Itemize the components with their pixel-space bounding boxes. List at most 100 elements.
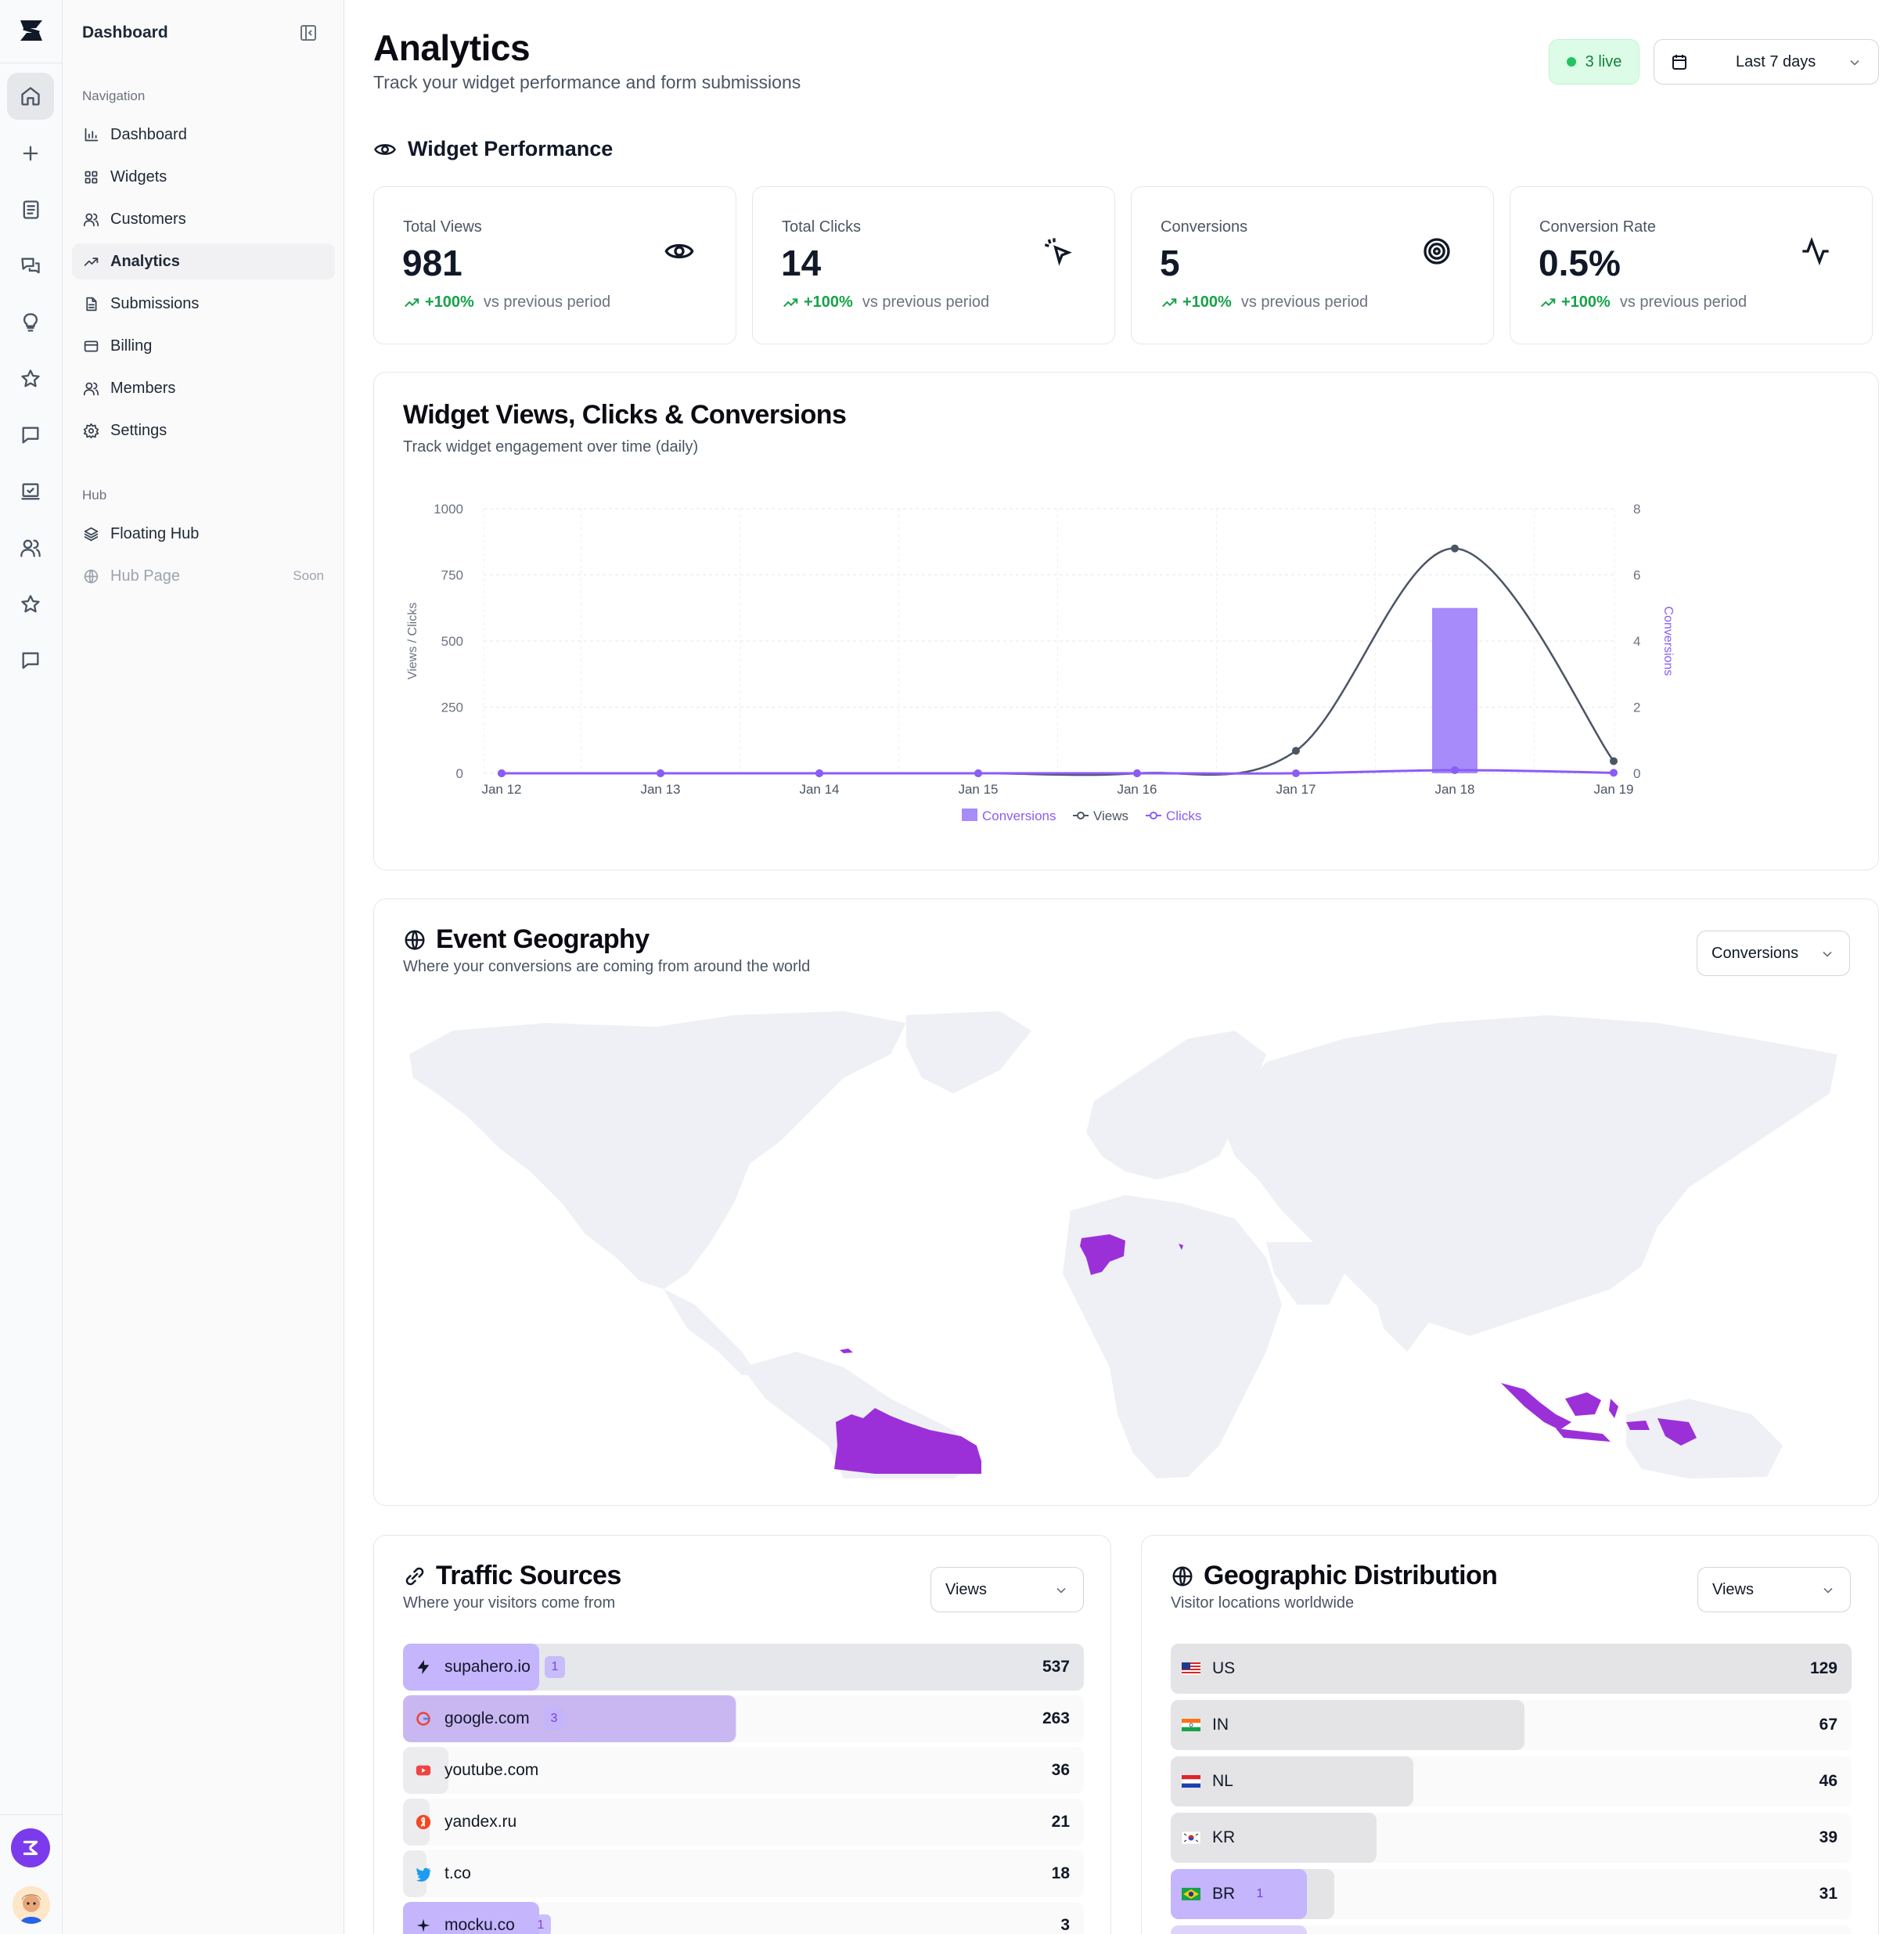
sidebar-collapse-icon[interactable] bbox=[299, 23, 318, 42]
hub-group-label: Hub bbox=[82, 488, 107, 502]
geo-row-kr[interactable]: KR 39 bbox=[1171, 1813, 1852, 1863]
geo-bar-fill bbox=[1171, 1756, 1414, 1806]
stat-change-pct: +100% bbox=[1561, 294, 1611, 311]
users-icon[interactable] bbox=[7, 524, 54, 571]
live-count: 3 live bbox=[1585, 52, 1622, 70]
world-map bbox=[409, 1011, 1837, 1478]
y-tick-label-right: 0 bbox=[1633, 766, 1640, 781]
app-logo[interactable] bbox=[16, 17, 47, 44]
message-square-icon[interactable] bbox=[7, 412, 54, 459]
stat-value: 0.5% bbox=[1539, 243, 1621, 283]
stat-change-vs: vs previous period bbox=[1240, 294, 1369, 311]
sparkle-icon bbox=[414, 1916, 433, 1934]
y-tick-label-left: 0 bbox=[456, 766, 463, 781]
stat-change: +100% vs previous period bbox=[403, 294, 610, 312]
geo-row-in[interactable]: IN 67 bbox=[1171, 1700, 1852, 1750]
bar-chart-icon bbox=[85, 128, 99, 141]
engagement-chart-card: Widget Views, Clicks & Conversions Track… bbox=[373, 372, 1879, 870]
country-malta bbox=[1179, 1244, 1183, 1250]
traffic-row-yandex[interactable]: yandex.ru 21 bbox=[403, 1799, 1084, 1846]
country-borneo bbox=[1565, 1392, 1601, 1416]
date-range-value: Last 7 days bbox=[1736, 52, 1816, 70]
sidebar: Dashboard Navigation Dashboard Widgets C… bbox=[63, 0, 344, 1934]
clicks-line bbox=[501, 769, 1614, 775]
legend-swatch-conversions bbox=[962, 809, 977, 821]
lightbulb-icon[interactable] bbox=[7, 299, 54, 346]
legend-label-conversions: Conversions bbox=[982, 809, 1056, 823]
rail-divider bbox=[0, 1814, 63, 1815]
file-text-icon bbox=[86, 297, 97, 311]
y-tick-label-right: 2 bbox=[1633, 700, 1640, 715]
geo-row-partial[interactable] bbox=[1171, 1925, 1852, 1934]
stat-change-pct: +100% bbox=[1182, 294, 1232, 311]
star-icon[interactable] bbox=[7, 581, 54, 628]
traffic-row-tco[interactable]: t.co 18 bbox=[403, 1850, 1084, 1897]
stat-change-vs: vs previous period bbox=[483, 294, 611, 311]
sidebar-item-analytics[interactable]: Analytics bbox=[72, 243, 335, 279]
traffic-row-google[interactable]: google.com 3 263 bbox=[403, 1695, 1084, 1742]
stat-card-total-clicks: Total Clicks 14 +100% vs previous period bbox=[752, 186, 1115, 344]
sidebar-item-floating-hub[interactable]: Floating Hub bbox=[72, 516, 335, 552]
geo-row-nl[interactable]: NL 46 bbox=[1171, 1756, 1852, 1806]
views-point bbox=[1451, 544, 1459, 553]
traffic-source-name: yandex.ru bbox=[445, 1813, 517, 1831]
sidebar-item-hub-page: Hub Page Soon bbox=[72, 558, 335, 594]
sidebar-item-widgets[interactable]: Widgets bbox=[72, 159, 335, 195]
home-icon[interactable] bbox=[7, 73, 54, 120]
sidebar-item-billing[interactable]: Billing bbox=[72, 328, 335, 364]
traffic-sources-subtitle: Where your visitors come from bbox=[403, 1594, 616, 1612]
stat-card-conversions: Conversions 5 +100% vs previous period bbox=[1131, 186, 1494, 344]
stat-change: +100% vs previous period bbox=[1161, 294, 1368, 312]
sidebar-item-submissions[interactable]: Submissions bbox=[72, 286, 335, 322]
sidebar-item-members[interactable]: Members bbox=[72, 370, 335, 406]
live-status-badge: 3 live bbox=[1549, 39, 1639, 85]
stat-change-pct: +100% bbox=[425, 294, 474, 311]
sidebar-item-settings[interactable]: Settings bbox=[72, 412, 335, 448]
avatar[interactable] bbox=[13, 1886, 50, 1924]
engagement-chart: 1000 8 750 6 500 4 250 2 0 0 Jan 12 Jan 13 Jan 14 Jan… bbox=[406, 502, 1675, 823]
traffic-source-name: google.com bbox=[445, 1709, 530, 1727]
stat-change-vs: vs previous period bbox=[862, 294, 990, 311]
traffic-source-badge: 1 bbox=[545, 1656, 565, 1678]
geography-heading: Event Geography bbox=[403, 924, 650, 955]
geo-row-us[interactable]: US 129 bbox=[1171, 1644, 1852, 1694]
legend-label-clicks: Clicks bbox=[1166, 809, 1201, 823]
sidebar-title: Dashboard bbox=[82, 23, 168, 41]
geo-metric-select[interactable]: Views bbox=[1697, 1567, 1851, 1612]
plus-icon[interactable] bbox=[7, 130, 54, 177]
traffic-sources-heading: Traffic Sources bbox=[403, 1561, 621, 1591]
x-tick-label: Jan 15 bbox=[958, 782, 998, 797]
sidebar-item-dashboard[interactable]: Dashboard bbox=[72, 117, 335, 153]
sidebar-item-label: Dashboard bbox=[110, 125, 187, 143]
traffic-source-count: 263 bbox=[1042, 1709, 1070, 1727]
clicks-point bbox=[974, 769, 982, 777]
youtube-icon bbox=[414, 1761, 433, 1780]
sidebar-item-customers[interactable]: Customers bbox=[72, 201, 335, 237]
newspaper-icon[interactable] bbox=[7, 186, 54, 233]
gear-icon bbox=[83, 423, 99, 438]
traffic-row-mocku[interactable]: mocku.co 1 3 bbox=[403, 1902, 1084, 1934]
traffic-row-supahero[interactable]: supahero.io 1 537 bbox=[403, 1644, 1084, 1691]
y-tick-label-left: 1000 bbox=[434, 502, 463, 517]
eye-icon bbox=[374, 143, 396, 155]
messages-icon[interactable] bbox=[7, 243, 54, 290]
geo-country-code: KR bbox=[1212, 1828, 1236, 1846]
monitor-check-icon[interactable] bbox=[7, 468, 54, 515]
brand-logo-icon[interactable] bbox=[11, 1828, 50, 1867]
date-range-select[interactable]: Last 7 days bbox=[1654, 39, 1879, 85]
geo-country-count: 39 bbox=[1819, 1828, 1837, 1846]
geography-subtitle: Where your conversions are coming from a… bbox=[403, 958, 811, 975]
geo-bar-highlight bbox=[1171, 1925, 1307, 1934]
sidebar-item-label: Settings bbox=[110, 421, 167, 439]
geo-row-br[interactable]: BR 1 31 bbox=[1171, 1869, 1852, 1919]
traffic-row-youtube[interactable]: youtube.com 36 bbox=[403, 1747, 1084, 1794]
geography-metric-select[interactable]: Conversions bbox=[1697, 931, 1850, 976]
message-square-icon[interactable] bbox=[7, 637, 54, 684]
star-icon[interactable] bbox=[7, 355, 54, 402]
traffic-metric-select[interactable]: Views bbox=[930, 1567, 1084, 1612]
traffic-sources-card: Traffic Sources Where your visitors come… bbox=[373, 1535, 1111, 1934]
y-axis-title-left: Views / Clicks bbox=[406, 603, 419, 679]
sidebar-item-label: Hub Page bbox=[110, 567, 180, 585]
y-tick-label-left: 750 bbox=[441, 568, 463, 583]
traffic-bar-highlight bbox=[403, 1695, 736, 1742]
